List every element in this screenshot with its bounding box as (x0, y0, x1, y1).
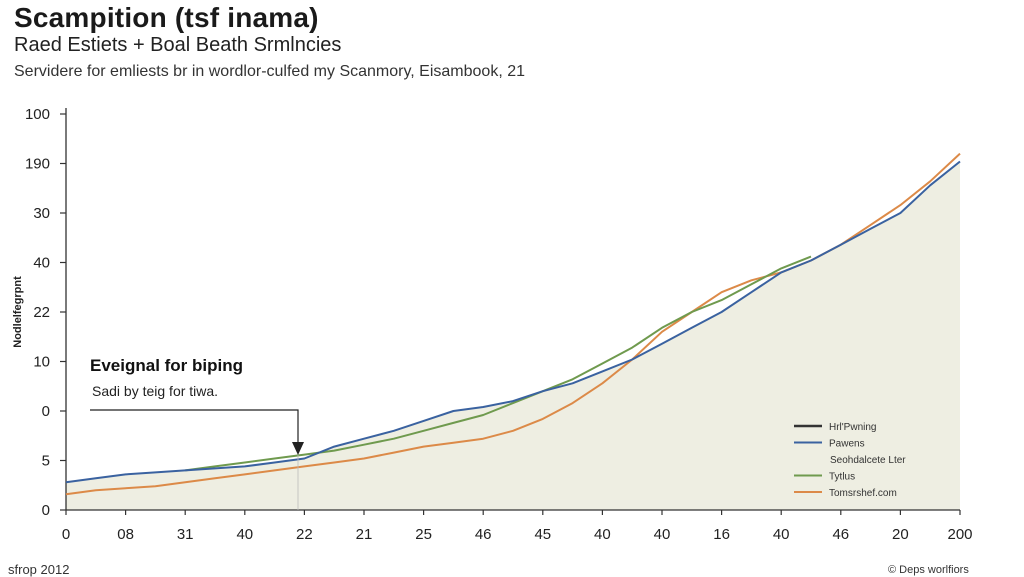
chart-description: Servidere for emliests br in wordlor-cul… (14, 63, 525, 80)
y-tick-label: 5 (42, 453, 50, 470)
chart-title: Scampition (tsf inama) (14, 2, 319, 33)
y-tick-label: 190 (25, 156, 50, 173)
x-tick-label: 25 (415, 526, 432, 543)
y-axis-label: Nodlelfegrpnt (12, 276, 24, 348)
x-tick-label: 21 (356, 526, 373, 543)
y-tick-label: 22 (33, 304, 50, 321)
legend-label: Tomsrshef.com (829, 488, 897, 499)
x-tick-label: 46 (475, 526, 492, 543)
chart-subtitle: Raed Estiets + Boal Beath Srmlncies (14, 34, 342, 56)
footer-credit: © Deps worlfiors (888, 564, 969, 576)
annotation-subtitle: Sadi by teig for tiwa. (92, 383, 218, 399)
legend-label: Hrl'Pwning (829, 422, 876, 433)
y-tick-label: 10 (33, 354, 50, 371)
x-tick-label: 46 (832, 526, 849, 543)
series-line-tytlus (185, 255, 812, 472)
x-tick-label: 20 (892, 526, 909, 543)
annotation-arrowhead (292, 442, 304, 455)
series-line-pawens (65, 160, 961, 484)
legend-label: Pawens (829, 439, 865, 450)
x-tick-label: 40 (773, 526, 790, 543)
x-tick-label: 45 (534, 526, 551, 543)
y-tick-label: 100 (25, 106, 50, 123)
y-tick-label: 0 (42, 502, 50, 519)
area-fill (66, 161, 960, 510)
legend-label: Tytlus (829, 472, 855, 483)
x-tick-label: 22 (296, 526, 313, 543)
x-tick-label: 31 (177, 526, 194, 543)
footer-source: sfrop 2012 (8, 562, 70, 577)
x-tick-label: 40 (594, 526, 611, 543)
annotation-leader (90, 409, 299, 446)
x-tick-label: 40 (236, 526, 253, 543)
x-tick-label: 08 (117, 526, 134, 543)
legend-label: Seohdalcete Lter (830, 455, 906, 466)
x-tick-label: 40 (654, 526, 671, 543)
x-tick-label: 200 (947, 526, 972, 543)
x-tick-label: 0 (62, 526, 70, 543)
y-tick-label: 40 (33, 255, 50, 272)
y-tick-label: 30 (33, 205, 50, 222)
y-tick-label: 0 (42, 403, 50, 420)
annotation-title: Eveignal for biping (90, 356, 243, 375)
x-tick-label: 16 (713, 526, 730, 543)
